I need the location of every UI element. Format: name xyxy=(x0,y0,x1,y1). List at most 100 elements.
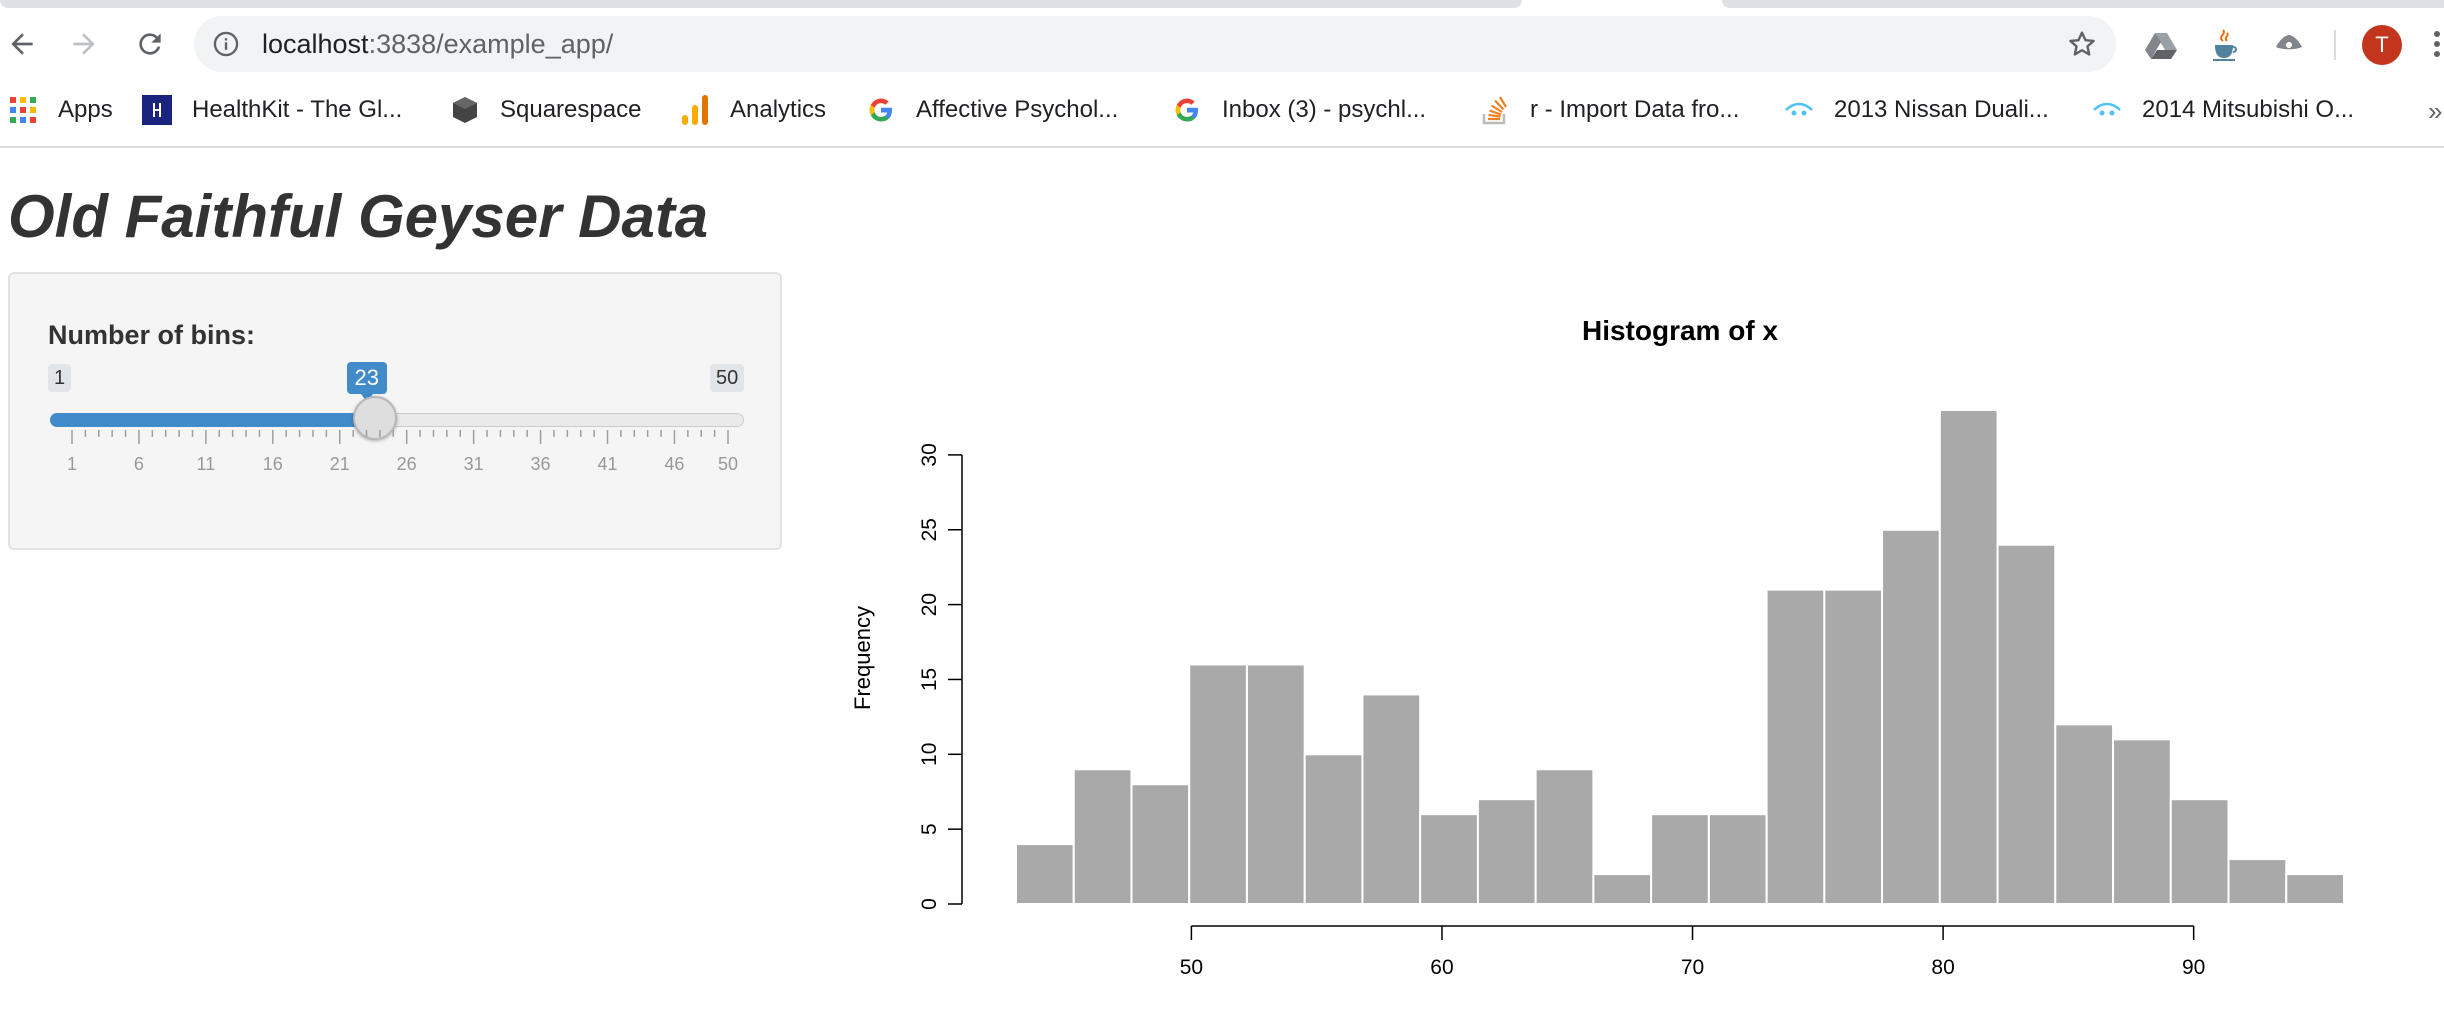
bookmarks-bar: Apps HealthKit - The Gl... Squarespace A… xyxy=(0,80,2444,148)
extension-icon xyxy=(2276,35,2302,50)
slider-min-label: 1 xyxy=(48,364,72,392)
y-axis-label: Frequency xyxy=(850,606,875,710)
car-site-icon xyxy=(2092,95,2122,125)
histogram-bar xyxy=(2054,723,2115,905)
squarespace-cube-icon xyxy=(450,95,480,125)
url-text[interactable]: localhost:3838/example_app/ xyxy=(262,29,613,59)
histogram-bar xyxy=(2285,873,2345,905)
bins-slider-label: Number of bins: xyxy=(48,320,255,350)
histogram-bar xyxy=(1015,843,1075,905)
slider-tick-label: 16 xyxy=(263,454,283,474)
menu-kebab-icon[interactable] xyxy=(2430,28,2444,62)
histogram-bar xyxy=(1419,813,1479,905)
inactive-tab-edge[interactable] xyxy=(0,0,1522,8)
bookmark-nissan[interactable]: 2013 Nissan Duali... xyxy=(1784,90,2049,130)
bookmark-label: Squarespace xyxy=(500,96,642,123)
slider-tick-label: 21 xyxy=(330,454,350,474)
google-g-icon xyxy=(866,95,896,125)
java-extension[interactable] xyxy=(2208,28,2242,62)
histogram-bar xyxy=(1361,693,1422,906)
slider-fill xyxy=(50,413,367,427)
y-tick-label: 25 xyxy=(918,518,941,541)
bookmark-analytics[interactable]: Analytics xyxy=(680,90,826,130)
x-tick-label: 80 xyxy=(1931,956,1954,979)
slider-tick-label: 6 xyxy=(134,454,144,474)
slider-tick-label: 26 xyxy=(397,454,417,474)
y-tick-label: 0 xyxy=(918,898,941,910)
bookmark-mitsubishi[interactable]: 2014 Mitsubishi O... xyxy=(2092,90,2354,130)
extension-button[interactable] xyxy=(2272,28,2306,62)
histogram-bar xyxy=(1188,663,1248,906)
google-drive-extension[interactable] xyxy=(2144,28,2178,62)
bookmark-healthkit[interactable]: HealthKit - The Gl... xyxy=(142,90,402,130)
slider-tick-grid: 1 6 11 16 21 26 31 36 41 46 50 xyxy=(67,430,738,474)
histogram-bar xyxy=(1765,588,1826,905)
bookmark-label: Affective Psychol... xyxy=(916,96,1119,123)
chart-title: Histogram of x xyxy=(1582,315,1778,346)
histogram-bar xyxy=(1707,813,1768,905)
sidebar-panel: Number of bins: 1 50 23 1 6 11 16 21 26 31 36 41… xyxy=(8,272,782,550)
page-title: Old Faithful Geyser Data xyxy=(8,183,709,250)
slider-tick-label: 1 xyxy=(67,454,77,474)
slider-value-label: 23 xyxy=(346,362,387,402)
bookmarks-overflow-icon[interactable]: » xyxy=(2428,96,2443,126)
histogram-bar xyxy=(2112,738,2172,905)
bookmark-inbox[interactable]: Inbox (3) - psychl... xyxy=(1172,90,1426,130)
stackoverflow-icon xyxy=(1480,95,1510,125)
slider-max-label: 50 xyxy=(710,364,745,392)
back-arrow-icon xyxy=(11,33,33,55)
histogram-bar xyxy=(1476,798,1537,906)
histogram-bar xyxy=(1072,768,1133,905)
slider-tick-label: 50 xyxy=(718,454,738,474)
forward-button[interactable] xyxy=(62,22,106,66)
bookmark-label: Inbox (3) - psychl... xyxy=(1222,96,1427,123)
analytics-bars-icon xyxy=(680,95,710,125)
inactive-tab-edge[interactable] xyxy=(1722,0,2444,8)
drive-icon xyxy=(2145,33,2177,59)
x-tick-label: 60 xyxy=(1430,956,1453,979)
x-tick-label: 70 xyxy=(1681,956,1704,979)
histogram-bar xyxy=(1534,768,1595,905)
back-button[interactable] xyxy=(0,22,44,66)
slider-tick-label: 46 xyxy=(664,454,684,474)
slider-tick-label: 41 xyxy=(597,454,617,474)
profile-avatar[interactable]: T xyxy=(2362,25,2402,65)
histogram-bar xyxy=(1245,663,1306,906)
bookmark-apps[interactable]: Apps xyxy=(8,90,113,130)
tab-strip xyxy=(0,0,2444,8)
toolbar-separator xyxy=(2334,30,2336,60)
histogram-bar xyxy=(1592,873,1653,905)
google-g-icon xyxy=(1172,95,1202,125)
slider-handle[interactable] xyxy=(352,396,397,440)
url-host: localhost xyxy=(262,29,369,59)
bookmark-affective-psychology[interactable]: Affective Psychol... xyxy=(866,90,1118,130)
bookmark-import-data[interactable]: r - Import Data fro... xyxy=(1480,90,1739,130)
browser-toolbar: localhost:3838/example_app/ T xyxy=(0,8,2444,80)
y-tick-label: 5 xyxy=(918,823,941,835)
bookmark-label: 2013 Nissan Duali... xyxy=(1834,96,2049,123)
histogram-bar xyxy=(1130,783,1191,905)
x-tick-label: 90 xyxy=(2182,956,2205,979)
histogram-bar xyxy=(1996,543,2057,905)
histogram-bar xyxy=(1823,588,1884,905)
forward-arrow-icon xyxy=(73,33,95,55)
bookmark-label: r - Import Data fro... xyxy=(1530,96,1740,123)
info-icon[interactable] xyxy=(212,30,240,58)
java-cup-icon xyxy=(2213,29,2237,61)
histogram-plot: Histogram of x 0 5 10 15 20 25 30 Frequency 50 60 7… xyxy=(850,315,2345,979)
car-site-icon xyxy=(1784,95,1814,125)
reload-icon xyxy=(139,33,161,55)
y-tick-label: 30 xyxy=(918,443,941,466)
url-path: :3838/example_app/ xyxy=(368,29,614,59)
address-bar[interactable]: localhost:3838/example_app/ xyxy=(194,16,2116,72)
apps-grid-icon xyxy=(8,95,38,125)
histogram-bar xyxy=(1881,528,1941,905)
bookmark-label: 2014 Mitsubishi O... xyxy=(2142,96,2355,123)
histogram-bar xyxy=(2169,798,2230,906)
bookmark-star-icon[interactable] xyxy=(2066,28,2098,60)
bookmark-label: Apps xyxy=(58,96,113,123)
histogram-bar xyxy=(1650,813,1710,905)
bookmark-label: HealthKit - The Gl... xyxy=(192,96,403,123)
bookmark-squarespace[interactable]: Squarespace xyxy=(450,90,641,130)
reload-button[interactable] xyxy=(128,22,172,66)
